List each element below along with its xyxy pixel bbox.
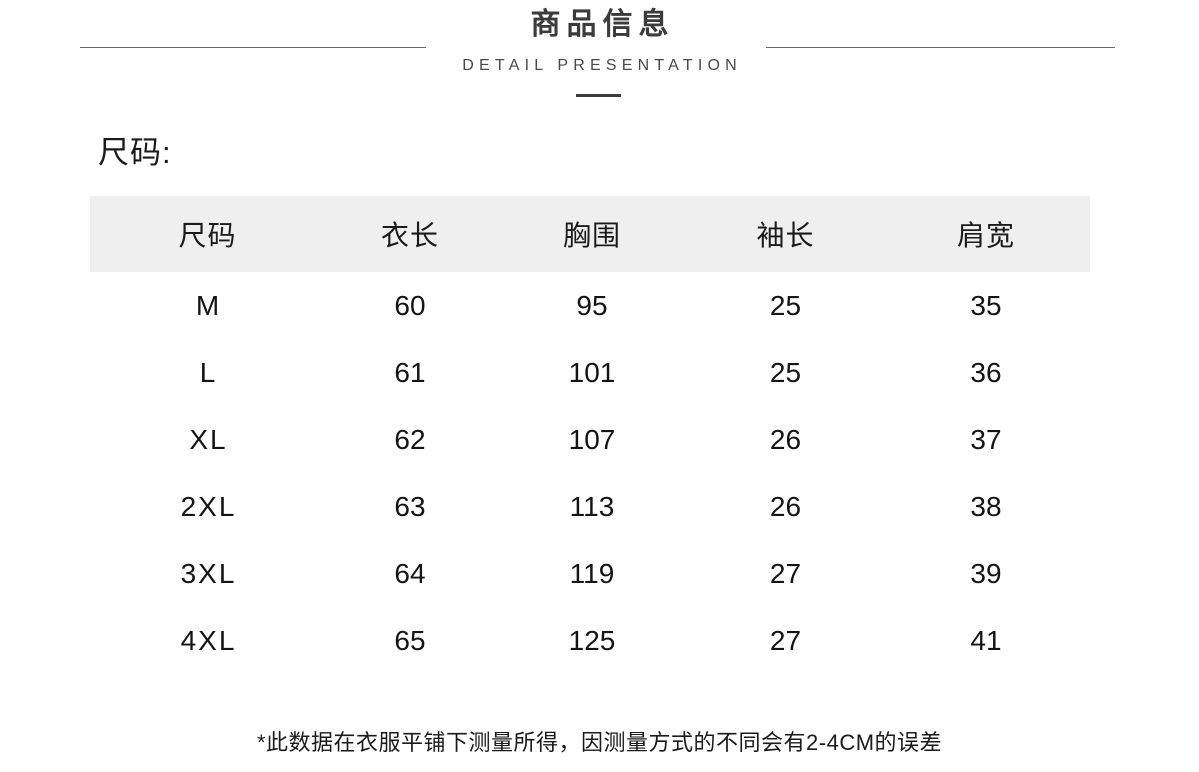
cell-shoulder: 37 xyxy=(882,406,1090,473)
cell-sleeve: 25 xyxy=(689,339,882,406)
header-accent-dash xyxy=(576,94,621,97)
table-row: 3XL 64 119 27 39 xyxy=(90,540,1090,607)
size-section-label: 尺码: xyxy=(98,135,172,170)
cell-shoulder: 38 xyxy=(882,473,1090,540)
cell-bust: 107 xyxy=(495,406,689,473)
page-subtitle: DETAIL PRESENTATION xyxy=(462,57,742,74)
table-header: 尺码 衣长 胸围 袖长 肩宽 xyxy=(90,196,1090,272)
cell-length: 60 xyxy=(325,272,495,339)
cell-size: M xyxy=(90,272,325,339)
table-row: 2XL 63 113 26 38 xyxy=(90,473,1090,540)
cell-sleeve: 27 xyxy=(689,607,882,674)
cell-sleeve: 25 xyxy=(689,272,882,339)
cell-bust: 95 xyxy=(495,272,689,339)
cell-bust: 101 xyxy=(495,339,689,406)
cell-length: 61 xyxy=(325,339,495,406)
cell-shoulder: 35 xyxy=(882,272,1090,339)
page-title: 商品信息 xyxy=(530,8,675,41)
cell-size: 4XL xyxy=(90,607,325,674)
cell-size: 2XL xyxy=(90,473,325,540)
table-row: XL 62 107 26 37 xyxy=(90,406,1090,473)
table-row: M 60 95 25 35 xyxy=(90,272,1090,339)
cell-bust: 119 xyxy=(495,540,689,607)
cell-sleeve: 27 xyxy=(689,540,882,607)
cell-sleeve: 26 xyxy=(689,473,882,540)
cell-length: 64 xyxy=(325,540,495,607)
header-rule-right xyxy=(766,47,1115,48)
table-row: L 61 101 25 36 xyxy=(90,339,1090,406)
column-header-size: 尺码 xyxy=(178,220,237,251)
cell-shoulder: 39 xyxy=(882,540,1090,607)
header-rule-left xyxy=(80,47,426,48)
cell-length: 65 xyxy=(325,607,495,674)
cell-shoulder: 41 xyxy=(882,607,1090,674)
column-header-shoulder: 肩宽 xyxy=(956,220,1015,251)
cell-length: 63 xyxy=(325,473,495,540)
cell-size: 3XL xyxy=(90,540,325,607)
column-header-length: 衣长 xyxy=(380,220,439,251)
page-header-banner: 商品信息 DETAIL PRESENTATION xyxy=(0,0,1199,120)
measurement-disclaimer: *此数据在衣服平铺下测量所得，因测量方式的不同会有2-4CM的误差 xyxy=(256,730,943,755)
cell-sleeve: 26 xyxy=(689,406,882,473)
table-header-row: 尺码 衣长 胸围 袖长 肩宽 xyxy=(90,196,1090,272)
cell-bust: 113 xyxy=(495,473,689,540)
cell-size: XL xyxy=(90,406,325,473)
table-row: 4XL 65 125 27 41 xyxy=(90,607,1090,674)
column-header-sleeve: 袖长 xyxy=(756,220,815,251)
cell-length: 62 xyxy=(325,406,495,473)
cell-size: L xyxy=(90,339,325,406)
table-body: M 60 95 25 35 L 61 101 25 36 XL 62 107 2… xyxy=(90,272,1090,674)
size-chart-table: 尺码 衣长 胸围 袖长 肩宽 M 60 95 25 35 L 61 101 25… xyxy=(90,196,1090,674)
cell-shoulder: 36 xyxy=(882,339,1090,406)
cell-bust: 125 xyxy=(495,607,689,674)
column-header-bust: 胸围 xyxy=(562,220,621,251)
